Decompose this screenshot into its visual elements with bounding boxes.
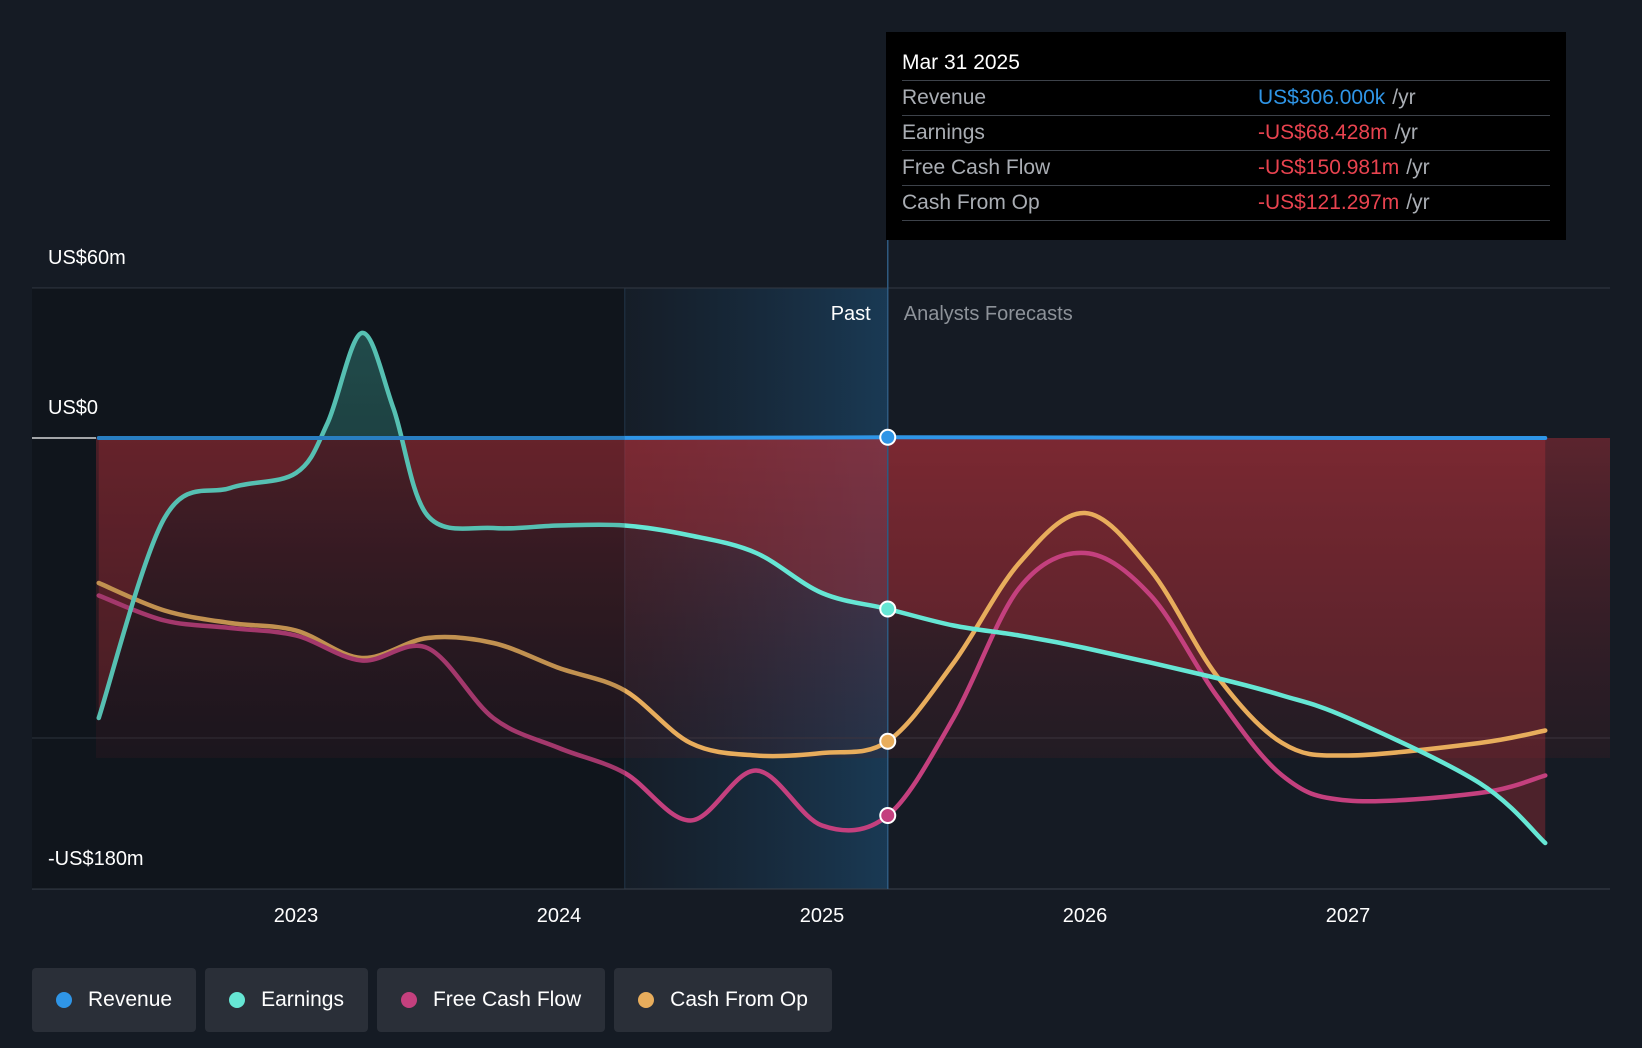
tooltip-label: Earnings — [902, 121, 985, 144]
x-tick-label: 2024 — [537, 905, 582, 927]
tooltip-row-earnings: Earnings -US$68.428m /yr — [902, 115, 1550, 150]
hover-tooltip: Mar 31 2025 Revenue US$306.000k /yr Earn… — [886, 32, 1566, 240]
y-axis-label: US$60m — [48, 247, 126, 269]
tooltip-unit: /yr — [1406, 191, 1430, 214]
x-tick-label: 2025 — [800, 905, 845, 927]
legend-item-free-cash-flow[interactable]: Free Cash Flow — [376, 968, 606, 1032]
earnings-negative-fill — [98, 438, 1546, 843]
tooltip-unit: /yr — [1394, 121, 1418, 144]
legend-dot-icon — [56, 992, 72, 1008]
legend-label: Revenue — [88, 988, 173, 1011]
x-tick-label: 2027 — [1326, 905, 1371, 927]
tooltip-row-revenue: Revenue US$306.000k /yr — [902, 80, 1550, 115]
hover-marker-cash-from-op — [879, 732, 897, 750]
legend-label: Cash From Op — [670, 988, 808, 1011]
tooltip-row-cash-from-op: Cash From Op -US$121.297m /yr — [902, 185, 1550, 221]
tooltip-unit: /yr — [1392, 86, 1416, 109]
series-line-revenue — [96, 435, 1548, 441]
tooltip-unit: /yr — [1406, 156, 1430, 179]
x-tick-label: 2026 — [1063, 905, 1108, 927]
legend-item-cash-from-op[interactable]: Cash From Op — [614, 968, 832, 1032]
forecast-label: Analysts Forecasts — [904, 303, 1073, 325]
tooltip-value: US$306.000k — [1258, 86, 1386, 109]
tooltip-label: Cash From Op — [902, 191, 1040, 214]
legend-dot-icon — [638, 992, 655, 1008]
series-line-cash-from-op — [96, 510, 1548, 759]
hover-marker-earnings — [879, 600, 897, 618]
hover-marker-revenue — [879, 428, 897, 446]
tooltip-label: Revenue — [902, 86, 987, 109]
tooltip-row-free-cash-flow: Free Cash Flow -US$150.981m /yr — [902, 150, 1550, 185]
x-tick-label: 2023 — [274, 905, 319, 927]
tooltip-value: -US$150.981m — [1258, 156, 1400, 179]
past-dim-overlay — [32, 288, 625, 889]
tooltip-label: Free Cash Flow — [902, 156, 1051, 179]
tooltip-date: Mar 31 2025 — [902, 51, 1020, 74]
tooltip-value: -US$121.297m — [1258, 191, 1400, 214]
legend-label: Earnings — [261, 988, 344, 1011]
legend-dot-icon — [229, 992, 246, 1008]
tooltip-value: -US$68.428m — [1258, 121, 1388, 144]
series-line-earnings — [96, 330, 1548, 846]
series-line-free-cash-flow — [96, 550, 1548, 833]
y-axis-label: -US$180m — [48, 848, 144, 870]
past-label: Past — [831, 303, 871, 325]
legend-dot-icon — [400, 992, 417, 1008]
chart-legend: Revenue Earnings Free Cash Flow Cash Fro… — [32, 968, 832, 1032]
legend-item-revenue[interactable]: Revenue — [32, 968, 197, 1032]
hover-marker-free-cash-flow — [879, 807, 897, 824]
y-axis-label: US$0 — [48, 397, 98, 419]
legend-item-earnings[interactable]: Earnings — [205, 968, 368, 1032]
legend-label: Free Cash Flow — [432, 988, 582, 1011]
negative-area-fill — [96, 438, 1610, 758]
